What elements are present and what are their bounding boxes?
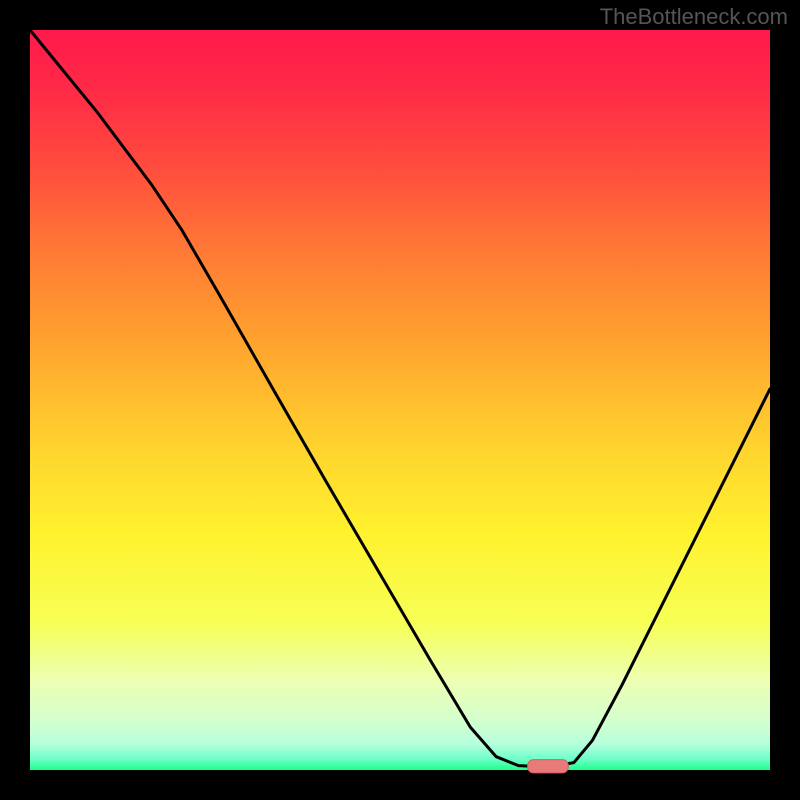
chart-svg (0, 0, 800, 800)
optimal-point-marker (528, 760, 569, 773)
watermark-label: TheBottleneck.com (600, 4, 788, 30)
heat-gradient (30, 30, 770, 770)
bottleneck-chart: TheBottleneck.com (0, 0, 800, 800)
